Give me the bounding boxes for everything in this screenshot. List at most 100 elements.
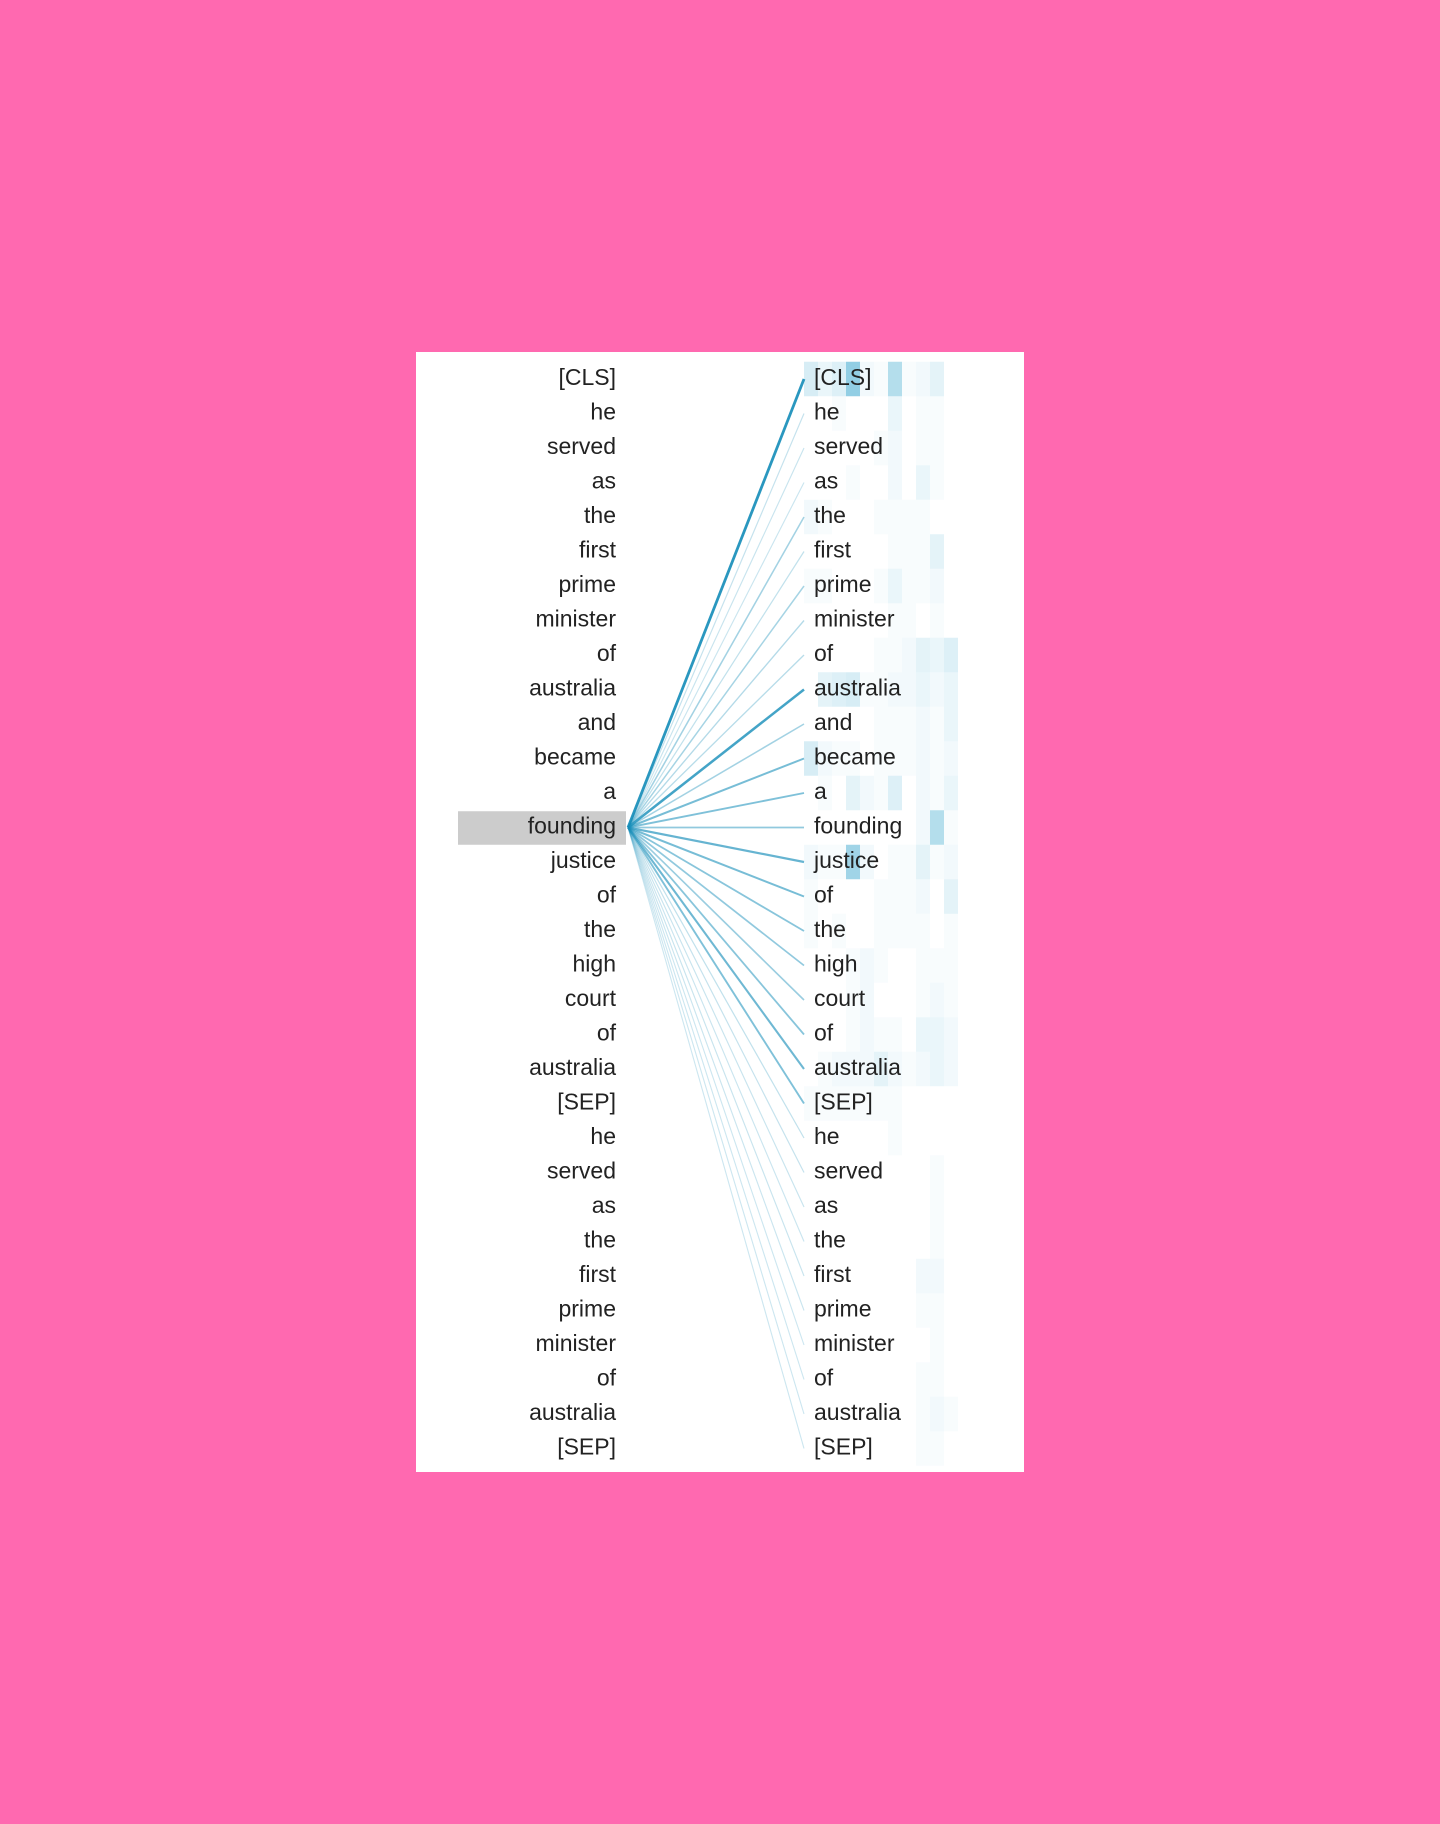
left-token[interactable]: the [584, 1227, 616, 1253]
head-cell [944, 637, 958, 673]
right-token[interactable]: australia [814, 1399, 901, 1425]
left-token[interactable]: founding [528, 813, 616, 839]
left-token[interactable]: served [547, 1158, 616, 1184]
left-token[interactable]: and [578, 709, 616, 735]
left-token[interactable]: he [590, 399, 616, 425]
head-cell [888, 775, 902, 811]
right-token[interactable]: served [814, 1158, 883, 1184]
head-cell [888, 1121, 902, 1156]
left-token[interactable]: [SEP] [557, 1434, 616, 1460]
head-cell [930, 1362, 944, 1397]
right-token[interactable]: australia [814, 675, 901, 701]
right-token[interactable]: became [814, 744, 896, 770]
attention-line [627, 447, 805, 828]
left-token[interactable]: served [547, 433, 616, 459]
head-cell [860, 1017, 874, 1052]
left-token[interactable]: australia [529, 1054, 616, 1080]
right-token[interactable]: [CLS] [814, 364, 872, 390]
right-token[interactable]: of [814, 1020, 834, 1046]
right-token[interactable]: served [814, 433, 883, 459]
right-token[interactable]: a [814, 778, 827, 804]
right-token[interactable]: minister [814, 606, 895, 632]
left-token[interactable]: as [592, 468, 616, 494]
head-cell [930, 948, 944, 983]
right-token[interactable]: australia [814, 1054, 901, 1080]
attention-line [627, 826, 805, 864]
left-token[interactable]: of [597, 640, 617, 666]
head-cell [832, 1051, 846, 1087]
left-token[interactable]: court [565, 985, 617, 1011]
left-token[interactable]: australia [529, 1399, 616, 1425]
head-cell [916, 500, 930, 535]
left-token[interactable]: [SEP] [557, 1089, 616, 1115]
right-token[interactable]: the [814, 502, 846, 528]
left-token[interactable]: high [573, 951, 616, 977]
right-token[interactable]: prime [814, 1296, 872, 1322]
right-token[interactable]: of [814, 882, 834, 908]
attention-line [627, 826, 805, 898]
right-token[interactable]: and [814, 709, 852, 735]
head-cell [930, 776, 944, 811]
right-token-column[interactable]: [CLS] he served as the first prime minister of au… [813, 364, 902, 1460]
right-token[interactable]: founding [814, 813, 902, 839]
left-token[interactable]: became [534, 744, 616, 770]
left-token[interactable]: the [584, 916, 616, 942]
head-cell [804, 499, 818, 535]
head-cell [930, 637, 944, 673]
right-token[interactable]: prime [814, 571, 872, 597]
right-token[interactable]: first [814, 537, 852, 563]
right-token[interactable]: the [814, 916, 846, 942]
left-token[interactable]: the [584, 502, 616, 528]
right-token[interactable]: of [814, 1365, 834, 1391]
head-cell [916, 569, 930, 604]
left-token[interactable]: justice [550, 847, 616, 873]
right-token[interactable]: minister [814, 1330, 895, 1356]
left-token[interactable]: prime [558, 571, 616, 597]
attention-line [627, 826, 805, 932]
head-cell [916, 361, 930, 397]
left-token[interactable]: prime [558, 1296, 616, 1322]
right-token[interactable]: the [814, 1227, 846, 1253]
left-token[interactable]: australia [529, 675, 616, 701]
head-cell [860, 844, 874, 880]
left-token[interactable]: first [579, 537, 617, 563]
head-cell [902, 879, 916, 914]
left-token[interactable]: minister [535, 606, 616, 632]
head-cell [944, 775, 958, 811]
right-token[interactable]: high [814, 951, 857, 977]
head-cell [902, 500, 916, 535]
head-cell [930, 1224, 944, 1259]
right-token[interactable]: first [814, 1261, 852, 1287]
right-token[interactable]: he [814, 1123, 840, 1149]
left-token[interactable]: a [603, 778, 616, 804]
head-cell [846, 1017, 860, 1052]
right-token[interactable]: court [814, 985, 866, 1011]
left-token-column[interactable]: [CLS] he served as the first prime minister of au… [458, 364, 626, 1460]
right-token[interactable]: as [814, 1192, 838, 1218]
right-token[interactable]: [SEP] [814, 1089, 873, 1115]
left-token[interactable]: minister [535, 1330, 616, 1356]
attention-line [627, 620, 805, 828]
right-token[interactable]: he [814, 399, 840, 425]
left-token[interactable]: [CLS] [558, 364, 616, 390]
left-token[interactable]: as [592, 1192, 616, 1218]
head-cell [888, 534, 902, 569]
attention-line [627, 827, 805, 1346]
attention-line [627, 551, 805, 828]
left-token[interactable]: of [597, 1020, 617, 1046]
head-cell [846, 775, 860, 811]
right-token[interactable]: of [814, 640, 834, 666]
head-cell [930, 845, 944, 880]
head-cell [888, 638, 902, 673]
right-token[interactable]: justice [813, 847, 879, 873]
right-token[interactable]: [SEP] [814, 1434, 873, 1460]
left-token[interactable]: first [579, 1261, 617, 1287]
left-token[interactable]: he [590, 1123, 616, 1149]
right-token[interactable]: as [814, 468, 838, 494]
left-token[interactable]: of [597, 882, 617, 908]
head-cell [860, 361, 874, 397]
head-cell [874, 1017, 888, 1052]
left-token[interactable]: of [597, 1365, 617, 1391]
attention-line [627, 826, 805, 967]
head-cell [874, 707, 888, 742]
